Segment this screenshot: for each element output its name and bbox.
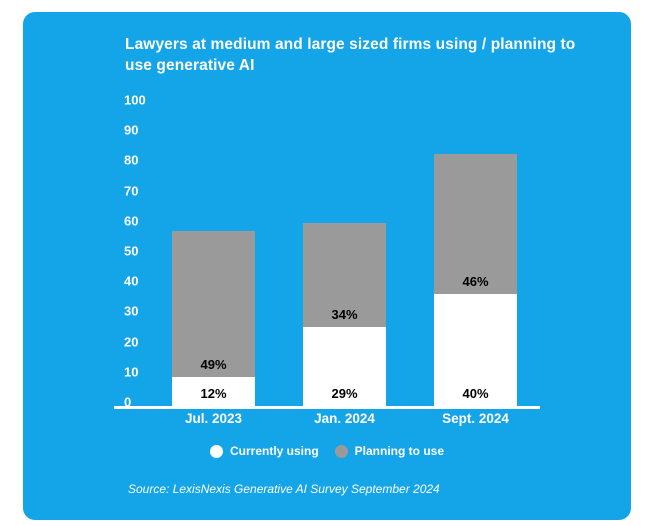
bar-segment-planning-to-use-sept-2024: 46% [434, 154, 517, 294]
legend-dot-icon [334, 444, 348, 458]
y-axis-tick-label: 80 [124, 152, 139, 168]
x-axis-category-label: Sept. 2024 [442, 411, 509, 426]
bar-segment-planning-to-use-jan-2024: 34% [303, 223, 386, 327]
bar-segment-planning-to-use-jul-2023: 49% [172, 231, 255, 377]
chart-legend: Currently using Planning to use [114, 444, 540, 458]
legend-item-currently-using: Currently using [209, 444, 319, 458]
y-axis-tick-label: 50 [124, 243, 139, 259]
bar-value-label: 29% [331, 386, 358, 401]
y-axis-tick-label: 60 [124, 213, 139, 229]
x-axis-line [114, 406, 540, 409]
y-axis-tick-label: 0 [124, 394, 132, 410]
y-axis-tick-label: 30 [124, 303, 139, 319]
chart-card: Lawyers at medium and large sized firms … [23, 12, 631, 520]
y-axis-tick-label: 40 [124, 273, 139, 289]
source-note: Source: LexisNexis Generative AI Survey … [128, 482, 440, 496]
y-axis-tick-label: 100 [124, 92, 146, 108]
bar-value-label: 46% [462, 274, 489, 289]
bar-segment-currently-using-sept-2024: 40% [434, 294, 517, 406]
bar-value-label: 40% [462, 386, 489, 401]
legend-item-planning-to-use: Planning to use [334, 444, 445, 458]
bar-segment-currently-using-jul-2023: 12% [172, 377, 255, 406]
y-axis-tick-label: 20 [124, 334, 139, 350]
y-axis-tick-label: 90 [124, 122, 139, 138]
chart-title: Lawyers at medium and large sized firms … [125, 36, 576, 74]
y-axis-tick-label: 70 [124, 183, 139, 199]
bar-segment-currently-using-jan-2024: 29% [303, 327, 386, 406]
bar-value-label: 49% [200, 357, 227, 372]
legend-label: Currently using [229, 444, 319, 458]
x-axis-category-label: Jan. 2024 [314, 411, 375, 426]
x-axis-category-label: Jul. 2023 [184, 411, 243, 426]
bar-value-label: 12% [200, 386, 227, 401]
legend-dot-icon [209, 444, 223, 458]
bar-value-label: 34% [331, 307, 358, 322]
legend-label: Planning to use [354, 444, 445, 458]
y-axis-tick-label: 10 [124, 364, 139, 380]
